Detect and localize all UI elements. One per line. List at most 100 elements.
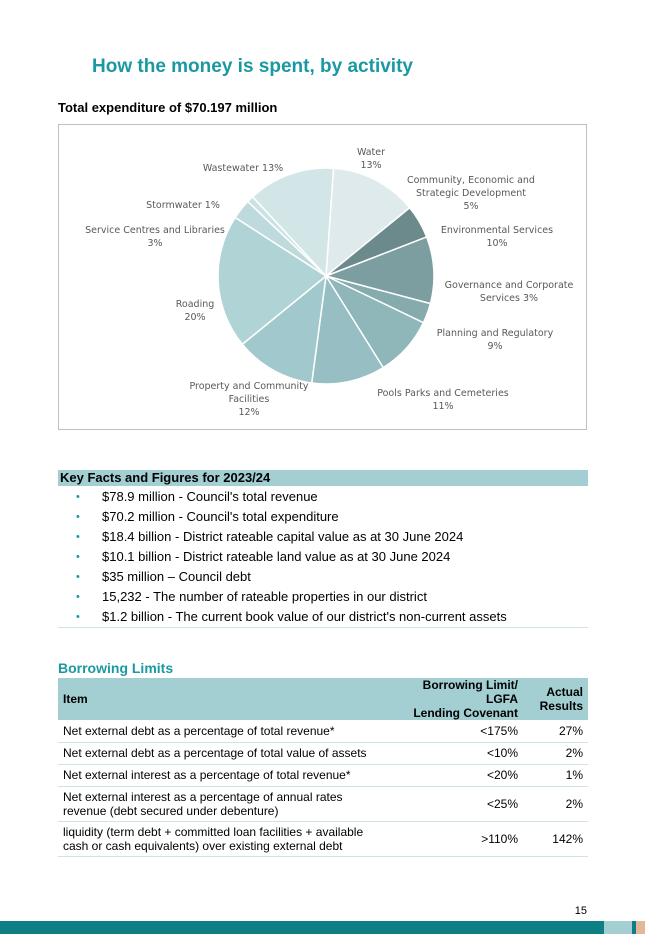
pie-slice: [217, 216, 328, 346]
slice-label-line: 5%: [463, 201, 478, 212]
key-fact-text: $1.2 billion - The current book value of…: [102, 609, 507, 624]
table-header-row: Item Borrowing Limit/ LGFA Lending Coven…: [58, 678, 588, 720]
header-limit-line2: Lending Covenant: [413, 706, 518, 720]
key-fact-text: $10.1 billion - District rateable land v…: [102, 549, 451, 564]
cell-limit: <20%: [393, 764, 523, 787]
cell-actual: 1%: [523, 764, 588, 787]
table-row: Net external interest as a percentage of…: [58, 764, 588, 787]
pie-svg: Water 13% Community, Economic and Strategic…: [85, 147, 574, 418]
slice-label: Roading 20%: [176, 299, 215, 323]
cell-item-line2: cash or cash equivalents) over existing …: [63, 838, 343, 853]
key-fact-item: • $1.2 billion - The current book value o…: [58, 607, 588, 627]
slice-label-line: Environmental Services: [441, 225, 553, 236]
key-fact-text: $18.4 billion - District rateable capita…: [102, 529, 464, 544]
cell-item: Net external interest as a percentage of…: [58, 786, 393, 822]
slice-label: Community, Economic and Strategic Develop…: [407, 175, 535, 212]
cell-item-line1: liquidity (term debt + committed loan fa…: [63, 824, 364, 839]
key-fact-text: 15,232 - The number of rateable properti…: [102, 589, 427, 604]
cell-item-line1: Net external interest as a percentage of…: [63, 789, 343, 804]
page-title: How the money is spent, by activity: [92, 56, 413, 77]
bullet-icon: •: [76, 611, 80, 623]
key-facts-heading: Key Facts and Figures for 2023/24: [58, 470, 588, 486]
table-row: liquidity (term debt + committed loan fa…: [58, 821, 588, 857]
bullet-icon: •: [76, 511, 80, 523]
chart-caption: Total expenditure of $70.197 million: [58, 100, 278, 115]
table-row: Net external debt as a percentage of tot…: [58, 720, 588, 743]
cell-item: Net external debt as a percentage of tot…: [58, 742, 393, 765]
slice-label: Planning and Regulatory 9%: [437, 328, 554, 352]
cell-actual: 2%: [523, 786, 588, 822]
cell-actual: 2%: [523, 742, 588, 765]
borrowing-limits-title: Borrowing Limits: [58, 660, 174, 676]
pie-slice: [241, 274, 327, 384]
cell-item: liquidity (term debt + committed loan fa…: [58, 821, 393, 857]
slice-label-line: 11%: [432, 401, 453, 412]
page-number: 15: [574, 905, 587, 917]
slice-label-line: 3%: [147, 238, 162, 249]
slice-label: Pools Parks and Cemeteries 11%: [377, 388, 509, 412]
footer-accent-tan: [636, 921, 645, 934]
bullet-icon: •: [76, 531, 80, 543]
slice-label-line: 20%: [184, 312, 205, 323]
cell-limit: <10%: [393, 742, 523, 765]
cell-limit: >110%: [393, 821, 523, 857]
cell-item-line1: Net external interest as a percentage of…: [63, 768, 351, 782]
key-fact-text: $78.9 million - Council's total revenue: [102, 489, 318, 504]
slice-label-line: Roading: [176, 299, 215, 310]
table-row: Net external interest as a percentage of…: [58, 786, 588, 822]
slice-label-line: Services 3%: [480, 293, 538, 304]
slice-label: Environmental Services 10%: [441, 225, 553, 249]
footer-accent-teal: [604, 921, 632, 934]
header-actual-line2: Results: [539, 699, 583, 713]
cell-item-line1: Net external debt as a percentage of tot…: [63, 746, 367, 760]
cell-item-line1: Net external debt as a percentage of tot…: [63, 723, 335, 738]
header-actual: Actual Results: [523, 678, 588, 720]
key-fact-item: • $35 million – Council debt: [58, 567, 588, 587]
slice-label-line: 13%: [360, 160, 381, 171]
cell-item: Net external interest as a percentage of…: [58, 764, 393, 787]
key-fact-item: • 15,232 - The number of rateable propert…: [58, 587, 588, 607]
pie-slice: [310, 273, 385, 385]
header-actual-line1: Actual: [546, 685, 583, 699]
header-limit: Borrowing Limit/ LGFA Lending Covenant: [393, 678, 523, 720]
slice-label-line: Facilities: [229, 394, 270, 405]
slice-label-line: 12%: [238, 407, 259, 418]
table-body: Net external debt as a percentage of tot…: [58, 720, 588, 857]
slice-label-line: 9%: [487, 341, 502, 352]
slice-label-line: Stormwater 1%: [146, 200, 220, 211]
slice-label-line: 10%: [486, 238, 507, 249]
table-row: Net external debt as a percentage of tot…: [58, 742, 588, 765]
slice-label-line: Water: [357, 147, 385, 158]
bullet-icon: •: [76, 551, 80, 563]
cell-item-line2: revenue (debt secured under debenture): [63, 803, 279, 818]
key-fact-text: $35 million – Council debt: [102, 569, 251, 584]
cell-actual: 27%: [523, 720, 588, 743]
pie-slice: [251, 167, 335, 278]
bullet-icon: •: [76, 591, 80, 603]
footer-bar: [0, 921, 645, 934]
slice-label-line: Strategic Development: [416, 188, 526, 199]
cell-limit: <25%: [393, 786, 523, 822]
slice-label: Water 13%: [357, 147, 385, 171]
slice-label: Stormwater 1%: [146, 200, 220, 211]
slice-label-line: Pools Parks and Cemeteries: [377, 388, 509, 399]
header-item: Item: [58, 678, 393, 720]
borrowing-limits-table: Item Borrowing Limit/ LGFA Lending Coven…: [58, 678, 588, 857]
slice-label-line: Service Centres and Libraries: [85, 225, 225, 236]
key-fact-text: $70.2 million - Council's total expendit…: [102, 509, 339, 524]
bullet-icon: •: [76, 491, 80, 503]
bullet-icon: •: [76, 571, 80, 583]
cell-item: Net external debt as a percentage of tot…: [58, 720, 393, 743]
cell-actual: 142%: [523, 821, 588, 857]
slice-label-line: Planning and Regulatory: [437, 328, 554, 339]
slice-label: Service Centres and Libraries 3%: [85, 225, 225, 249]
key-fact-item: • $10.1 billion - District rateable land …: [58, 547, 588, 567]
slice-label-line: Wastewater 13%: [203, 163, 283, 174]
slice-label-line: Governance and Corporate: [445, 280, 574, 291]
header-limit-line1: Borrowing Limit/ LGFA: [422, 678, 518, 706]
slice-label: Governance and Corporate Services 3%: [445, 280, 574, 304]
slice-label-line: Property and Community: [189, 381, 308, 392]
slice-label: Property and Community Facilities 12%: [189, 381, 308, 418]
key-fact-item: • $18.4 billion - District rateable capit…: [58, 527, 588, 547]
key-fact-item: • $78.9 million - Council's total revenue: [58, 487, 588, 507]
